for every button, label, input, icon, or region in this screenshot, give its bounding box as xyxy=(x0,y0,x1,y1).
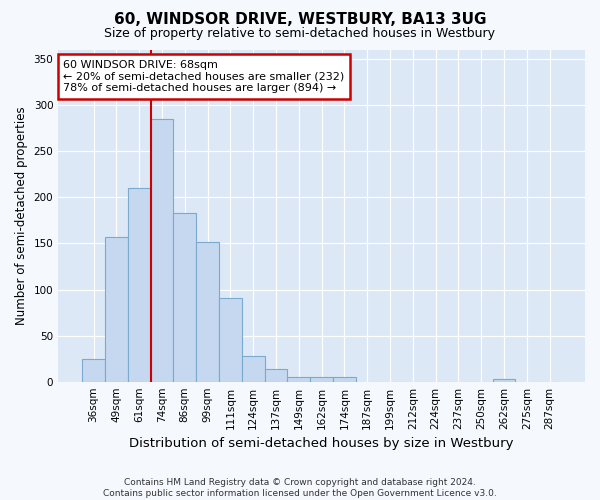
Bar xyxy=(265,369,287,382)
Bar xyxy=(242,356,265,382)
Bar xyxy=(82,358,105,382)
Text: Contains HM Land Registry data © Crown copyright and database right 2024.
Contai: Contains HM Land Registry data © Crown c… xyxy=(103,478,497,498)
Text: 60 WINDSOR DRIVE: 68sqm
← 20% of semi-detached houses are smaller (232)
78% of s: 60 WINDSOR DRIVE: 68sqm ← 20% of semi-de… xyxy=(64,60,344,93)
Bar xyxy=(287,377,310,382)
Text: Size of property relative to semi-detached houses in Westbury: Size of property relative to semi-detach… xyxy=(104,28,496,40)
Bar xyxy=(105,237,128,382)
X-axis label: Distribution of semi-detached houses by size in Westbury: Distribution of semi-detached houses by … xyxy=(130,437,514,450)
Bar xyxy=(173,213,196,382)
Bar xyxy=(310,377,333,382)
Bar xyxy=(196,242,219,382)
Bar xyxy=(151,119,173,382)
Text: 60, WINDSOR DRIVE, WESTBURY, BA13 3UG: 60, WINDSOR DRIVE, WESTBURY, BA13 3UG xyxy=(114,12,486,28)
Bar xyxy=(219,298,242,382)
Y-axis label: Number of semi-detached properties: Number of semi-detached properties xyxy=(15,106,28,325)
Bar xyxy=(333,377,356,382)
Bar xyxy=(128,188,151,382)
Bar xyxy=(493,379,515,382)
